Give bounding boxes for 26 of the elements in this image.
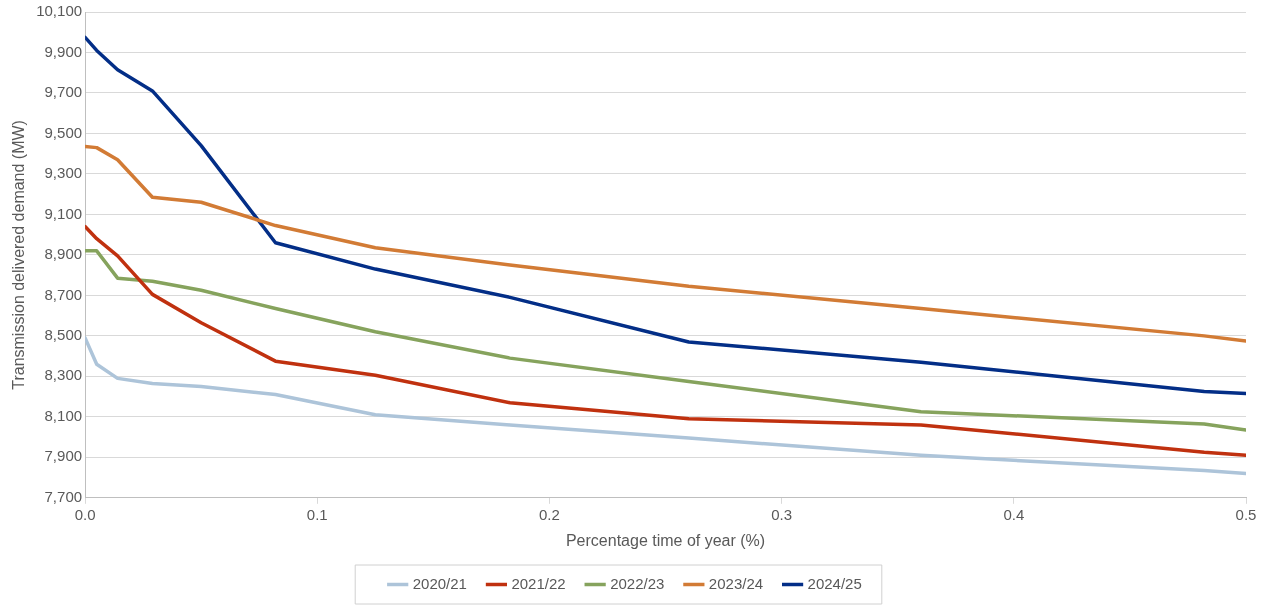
y-tick-label: 7,900 <box>44 447 83 465</box>
y-axis-title: Transmission delivered demand (MW) <box>10 120 28 390</box>
legend-label: 2020/21 <box>412 574 467 592</box>
x-axis-title: Percentage time of year (%) <box>565 531 766 549</box>
y-tick-label: 8,100 <box>44 406 83 424</box>
x-tick-label: 0.1 <box>306 505 328 523</box>
x-tick-label: 0.2 <box>539 505 560 523</box>
x-tick-label: 0.5 <box>1235 505 1257 523</box>
x-tick-label: 0.4 <box>1003 505 1025 523</box>
y-tick-label: 7,700 <box>44 487 83 505</box>
legend-label: 2022/23 <box>610 574 665 592</box>
legend-label: 2021/22 <box>511 574 566 592</box>
y-tick-label: 8,500 <box>44 326 83 344</box>
y-tick-label: 9,700 <box>44 83 83 101</box>
x-tick-label: 0.0 <box>74 505 96 523</box>
y-tick-label: 8,700 <box>44 285 83 303</box>
y-tick-label: 9,900 <box>44 42 83 60</box>
x-tick-label: 0.3 <box>771 505 793 523</box>
y-tick-label: 9,300 <box>44 164 83 182</box>
y-tick-label: 9,100 <box>44 204 83 222</box>
legend-label: 2024/25 <box>807 574 862 592</box>
y-tick-label: 9,500 <box>44 123 83 141</box>
y-tick-label: 8,300 <box>44 366 83 384</box>
y-tick-label: 10,100 <box>36 2 83 20</box>
y-tick-label: 8,900 <box>44 245 83 263</box>
legend-label: 2023/24 <box>708 574 764 592</box>
